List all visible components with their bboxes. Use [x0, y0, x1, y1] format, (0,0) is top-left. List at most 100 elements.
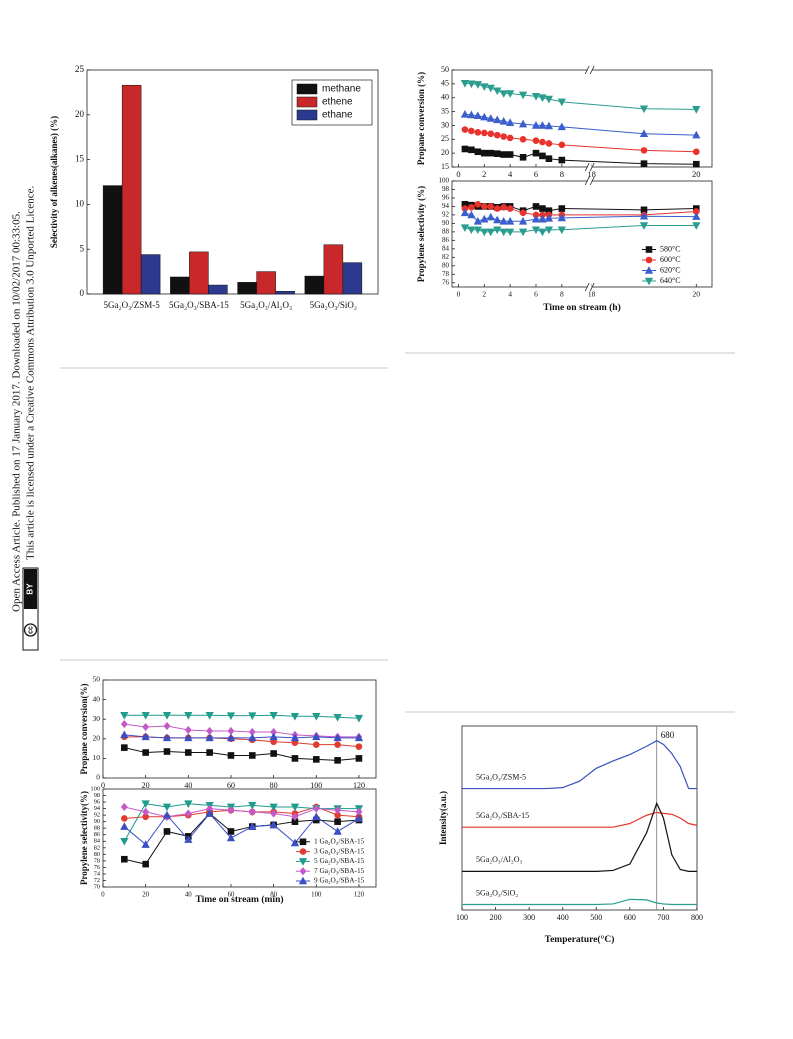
data-point — [333, 827, 342, 835]
data-point — [468, 127, 475, 135]
y-tick-label: 50 — [441, 65, 449, 74]
data-point — [248, 802, 257, 810]
x-tick-label: 5Ga₂O₃/SiO₂ — [310, 300, 357, 310]
y-tick-label: 82 — [442, 253, 450, 261]
y-tick-label: 98 — [442, 185, 450, 193]
y-tick-label: 82 — [94, 844, 100, 851]
x-tick-label: 5Ga₂O₃/Al₂O₃ — [240, 300, 292, 310]
data-point — [493, 131, 501, 139]
data-point — [142, 807, 150, 816]
data-point — [312, 812, 321, 821]
bar — [237, 282, 257, 295]
data-point — [544, 95, 554, 104]
y-tick-label: 84 — [442, 244, 450, 252]
x-tick-label: 60 — [227, 781, 235, 790]
data-point — [312, 741, 320, 748]
y-tick-label: 25 — [441, 134, 449, 143]
bar — [170, 276, 190, 295]
data-point — [269, 803, 278, 812]
legend-label: 620°C — [660, 265, 681, 274]
data-point — [121, 855, 128, 863]
data-point — [460, 208, 470, 217]
data-point — [334, 757, 341, 764]
data-point — [227, 806, 235, 815]
bar — [189, 251, 209, 295]
data-point — [184, 725, 192, 735]
y-tick-label: 86 — [442, 236, 450, 244]
x-tick-label: 100 — [310, 781, 322, 790]
data-point — [120, 720, 128, 729]
data-point — [205, 711, 214, 720]
series-label: 5Ga₂O₃/SBA-15 — [476, 811, 529, 820]
data-point — [120, 730, 129, 739]
data-point — [486, 84, 495, 93]
data-point — [545, 140, 553, 147]
data-point — [487, 130, 495, 138]
data-point — [538, 214, 547, 223]
axis-break-mark — [589, 65, 595, 75]
y-tick-label: 20 — [75, 109, 85, 119]
x-tick-label: 300 — [523, 913, 535, 922]
data-point — [531, 93, 541, 101]
data-point — [291, 812, 299, 821]
data-point — [206, 726, 214, 736]
data-point — [184, 711, 193, 720]
data-point — [493, 205, 501, 212]
side-note: This article is licensed under a Creativ… — [25, 186, 37, 560]
series-line — [124, 747, 359, 761]
data-point — [481, 203, 488, 210]
y-tick-label: 25 — [75, 64, 85, 74]
data-point — [538, 121, 547, 129]
y-tick-label: 78 — [442, 270, 450, 278]
data-point — [480, 83, 489, 91]
series-label: 5Ga₂O₃/ZSM-5 — [476, 772, 526, 781]
bar — [342, 262, 363, 295]
series-line — [462, 801, 697, 872]
data-point — [639, 105, 649, 114]
data-point — [227, 828, 235, 835]
x-axis-label: Time on stream (h) — [543, 302, 621, 313]
bar — [102, 185, 123, 295]
data-point — [142, 749, 149, 756]
bar — [140, 254, 161, 295]
data-point — [544, 121, 554, 130]
data-point — [468, 203, 475, 211]
data-point — [531, 121, 541, 129]
data-point — [506, 134, 514, 142]
data-point — [519, 209, 527, 217]
data-point — [474, 129, 482, 136]
bar — [121, 84, 142, 295]
legend-marker — [298, 858, 308, 866]
legend-label: 1 Ga₂O₃/SBA-15 — [314, 836, 365, 845]
x-tick-label: 0 — [456, 169, 460, 179]
y-tick-label: 96 — [94, 799, 100, 806]
axis-break — [587, 177, 592, 185]
y-tick-label: 30 — [93, 714, 101, 723]
data-point — [557, 98, 566, 107]
x-tick-label: 20 — [142, 781, 150, 790]
data-point — [506, 216, 515, 225]
data-point — [493, 226, 502, 235]
data-point — [480, 112, 489, 121]
data-point — [333, 733, 342, 742]
data-point — [291, 755, 299, 762]
x-tick-label: 4 — [508, 290, 512, 299]
side-note: Open Access Article. Published on 17 Jan… — [11, 211, 23, 612]
data-point — [518, 119, 528, 128]
axis-break-mark — [589, 176, 595, 186]
data-point — [499, 216, 508, 225]
data-point — [226, 833, 236, 842]
y-tick-label: 92 — [94, 812, 100, 819]
data-point — [639, 129, 649, 138]
legend-marker — [299, 848, 307, 855]
series-line — [462, 811, 698, 828]
x-tick-label: 80 — [270, 892, 277, 899]
data-point — [467, 226, 476, 235]
y-tick-label: 76 — [94, 864, 100, 871]
data-point — [539, 152, 546, 160]
y-tick-label: 76 — [442, 278, 450, 286]
legend-swatch — [296, 83, 318, 95]
series-line — [124, 723, 359, 738]
y-tick-label: 74 — [94, 870, 101, 877]
data-point — [461, 126, 469, 133]
